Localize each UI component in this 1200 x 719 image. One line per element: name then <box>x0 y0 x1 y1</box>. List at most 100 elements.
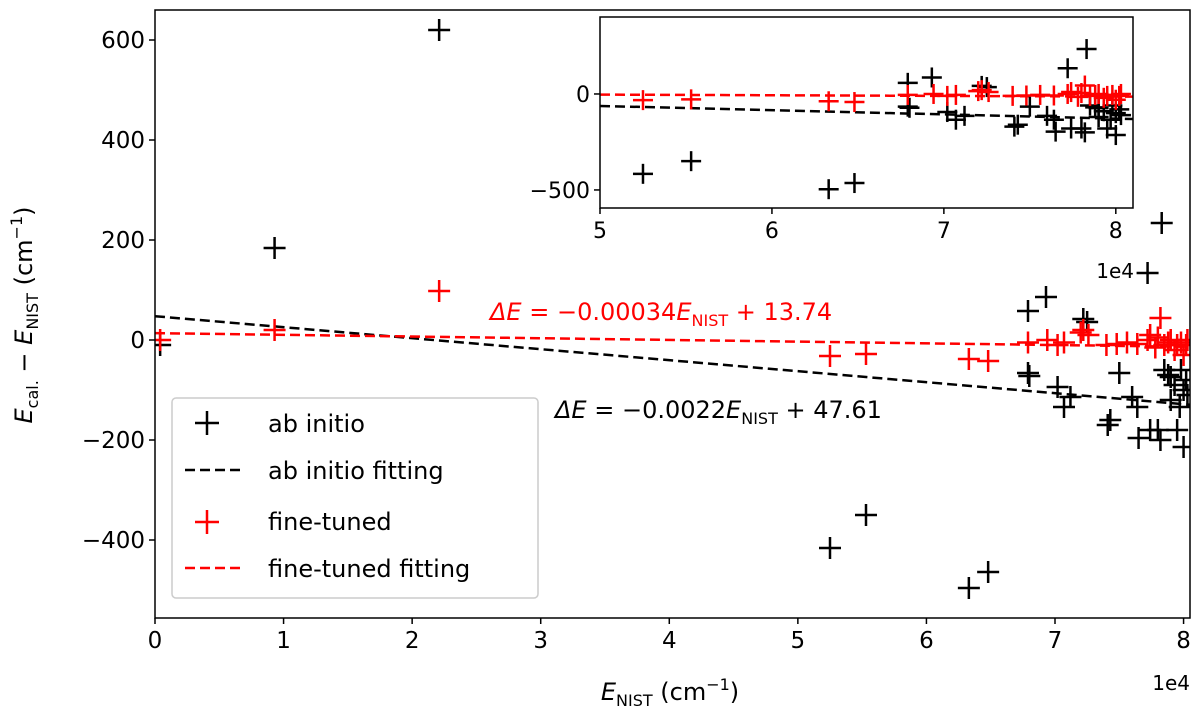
main-point-ab-initio <box>1149 429 1172 451</box>
x-offset-label: 1e4 <box>1152 671 1190 695</box>
inset-point-ab-initio <box>954 105 975 126</box>
main-plot: 0 1 2 3 4 5 6 7 8 −400 −200 0 200 400 600 <box>82 9 1191 654</box>
inset-point-fine-tuned <box>923 83 944 104</box>
inset-x-tick-label: 6 <box>765 219 779 244</box>
main-point-ab-initio <box>1108 362 1131 384</box>
legend-label-ab-initio-fitting: ab initio fitting <box>268 457 444 485</box>
main-y-tick-label: 600 <box>101 28 145 54</box>
main-point-fine-tuned <box>1175 334 1190 356</box>
main-point-fine-tuned <box>1046 334 1069 356</box>
main-point-ab-initio <box>1163 374 1186 396</box>
inset-point-fine-tuned <box>978 82 999 103</box>
main-fit-line-ab-initio <box>155 314 1190 406</box>
main-fit-line-fine-tuned <box>155 331 1190 349</box>
inset-point-ab-initio <box>818 179 839 200</box>
inset-point-ab-initio <box>1045 121 1066 142</box>
main-point-ab-initio <box>1046 376 1069 398</box>
main-point-ab-initio <box>1170 359 1190 381</box>
main-point-ab-initio <box>428 19 451 41</box>
inset-point-ab-initio <box>1057 58 1078 79</box>
main-y-tick-label: −400 <box>82 528 145 554</box>
main-point-fine-tuned <box>263 319 286 341</box>
main-point-ab-initio <box>1166 419 1189 441</box>
inset-point-ab-initio <box>976 77 997 98</box>
main-point-ab-initio <box>1146 419 1169 441</box>
inset-point-fine-tuned <box>1110 83 1131 104</box>
inset-point-fine-tuned <box>945 84 966 105</box>
inset-point-fine-tuned <box>1043 85 1064 106</box>
inset-point-ab-initio <box>1110 105 1131 126</box>
main-y-tick-label: 0 <box>130 328 145 354</box>
inset-point-fine-tuned <box>1093 87 1114 108</box>
inset-point-ab-initio <box>1105 125 1126 146</box>
main-point-ab-initio <box>1096 414 1119 436</box>
fine-tuned-fit-annotation: ΔE = −0.00034ENIST + 13.74 <box>488 298 832 330</box>
main-point-fine-tuned <box>1149 307 1172 329</box>
axis-labels: ENIST (cm−1) Ecal. − ENIST (cm−1) 1e4 1e… <box>7 206 1190 710</box>
main-point-fine-tuned <box>1105 333 1128 355</box>
main-point-ab-initio <box>1099 409 1122 431</box>
main-point-fine-tuned <box>977 350 1000 372</box>
main-point-ab-initio <box>855 504 877 526</box>
main-point-ab-initio <box>1017 362 1039 384</box>
main-point-fine-tuned <box>855 343 877 365</box>
inset-point-ab-initio <box>1074 122 1095 143</box>
main-point-fine-tuned <box>1116 331 1138 354</box>
main-x-tick-label: 0 <box>148 628 163 654</box>
inset-x-offset-label: 1e4 <box>1096 259 1134 283</box>
main-frame <box>154 9 1191 619</box>
inset-x-tick-label: 7 <box>937 219 951 244</box>
main-point-ab-initio <box>1168 396 1190 418</box>
main-point-ab-initio <box>1175 369 1190 391</box>
main-point-ab-initio <box>263 237 286 259</box>
x-axis-label: ENIST (cm−1) <box>601 675 739 710</box>
main-x-tick-label: 8 <box>1176 628 1191 654</box>
inset-point-ab-initio <box>1007 114 1028 135</box>
main-point-ab-initio <box>1017 300 1039 322</box>
inset-plot: 5 6 7 8 −500 0 <box>530 16 1134 244</box>
legend-label-ab-initio: ab initio <box>268 410 365 438</box>
main-point-fine-tuned <box>1017 331 1039 354</box>
inset-point-ab-initio <box>945 109 966 130</box>
main-point-ab-initio <box>1053 396 1075 418</box>
inset-point-ab-initio <box>1071 118 1092 139</box>
main-point-ab-initio <box>1136 262 1159 284</box>
legend-marker-ab-initio <box>195 411 219 435</box>
legend-box <box>171 397 539 599</box>
inset-point-fine-tuned <box>1074 75 1095 96</box>
main-x-tick-label: 3 <box>533 628 548 654</box>
main-point-ab-initio <box>819 537 841 559</box>
main-point-fine-tuned <box>1144 336 1167 359</box>
main-point-fine-tuned <box>1072 319 1095 341</box>
main-point-ab-initio <box>1176 384 1190 406</box>
main-point-ab-initio <box>1172 436 1190 458</box>
main-y-tick-label: −200 <box>82 428 145 454</box>
inset-point-fine-tuned <box>844 92 865 113</box>
inset-point-ab-initio <box>1004 116 1025 137</box>
inset-point-ab-initio <box>844 173 865 194</box>
main-point-ab-initio <box>1157 364 1180 386</box>
inset-background <box>600 17 1133 208</box>
inset-point-fine-tuned <box>632 90 653 111</box>
inset-point-fine-tuned <box>897 84 918 105</box>
inset-frame <box>599 16 1134 209</box>
main-x-tick-label: 1 <box>276 628 291 654</box>
legend-marker-fine-tuned <box>195 510 219 534</box>
inset-y-tick-label: −500 <box>530 179 590 204</box>
main-point-ab-initio <box>1059 386 1082 408</box>
main-point-ab-initio <box>1121 386 1144 408</box>
main-point-ab-initio <box>1018 365 1041 387</box>
main-point-ab-initio <box>957 577 980 599</box>
main-point-fine-tuned <box>1176 329 1190 351</box>
inset-x-tick-label: 8 <box>1109 219 1123 244</box>
legend: ab initio ab initio fitting fine-tuned f… <box>171 397 539 599</box>
main-point-ab-initio <box>1035 286 1057 308</box>
main-point-fine-tuned <box>819 345 841 367</box>
ab-initio-fit-annotation: ΔE = −0.0022ENIST + 47.61 <box>553 396 882 428</box>
inset-point-ab-initio <box>921 67 942 88</box>
main-x-tick-label: 4 <box>662 628 677 654</box>
inset-point-ab-initio <box>681 151 702 172</box>
inset-y-tick-label: 0 <box>576 83 590 108</box>
inset-point-ab-initio <box>1019 96 1040 117</box>
